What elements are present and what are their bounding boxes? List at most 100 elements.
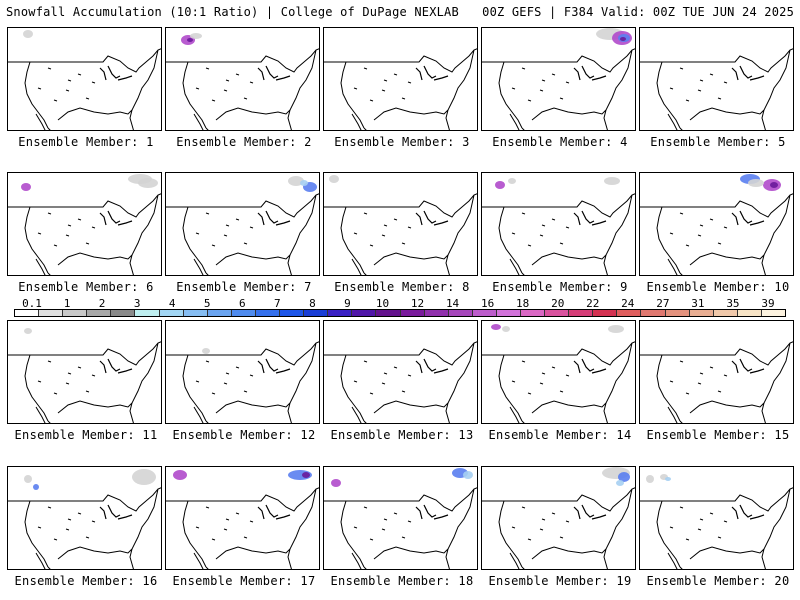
snowfall-area xyxy=(495,181,505,189)
ensemble-member-label: Ensemble Member: 13 xyxy=(330,428,474,442)
colorbar-swatch xyxy=(424,310,449,316)
snowfall-area xyxy=(187,38,193,42)
snowfall-area xyxy=(463,471,473,479)
snowfall-area xyxy=(618,472,630,482)
colorbar-swatch xyxy=(520,310,546,316)
colorbar-swatch xyxy=(400,310,425,316)
ensemble-panel xyxy=(639,466,794,570)
ensemble-member-label: Ensemble Member: 16 xyxy=(14,574,158,588)
colorbar-swatch xyxy=(689,310,714,316)
base-map xyxy=(482,28,635,130)
colorbar-swatch xyxy=(231,310,256,316)
ensemble-panel xyxy=(639,27,794,131)
ensemble-member-label: Ensemble Member: 3 xyxy=(334,135,470,149)
snowfall-area xyxy=(288,176,304,186)
snowfall-area xyxy=(665,477,671,481)
ensemble-member-label: Ensemble Member: 15 xyxy=(646,428,790,442)
ensemble-panel xyxy=(7,27,162,131)
base-map xyxy=(324,341,477,423)
ensemble-member-label: Ensemble Member: 2 xyxy=(176,135,312,149)
ensemble-member-label: Ensemble Member: 19 xyxy=(488,574,632,588)
model-run-info: 00Z GEFS | F384 Valid: 00Z TUE JUN 24 20… xyxy=(482,5,794,19)
ensemble-panel xyxy=(165,27,320,131)
snowfall-area xyxy=(508,178,516,184)
colorbar-swatch xyxy=(304,310,329,316)
colorbar-tick-label: 9 xyxy=(344,297,351,310)
snowfall-area xyxy=(23,30,33,38)
snowfall-area xyxy=(329,175,339,183)
ensemble-member-label: Ensemble Member: 1 xyxy=(18,135,154,149)
base-map xyxy=(166,470,319,569)
base-map xyxy=(8,328,161,423)
colorbar-tick-label: 31 xyxy=(691,297,705,310)
base-map xyxy=(8,174,161,275)
colorbar-swatch xyxy=(376,310,401,316)
ensemble-panel xyxy=(323,320,478,424)
snowfall-area xyxy=(302,472,310,478)
base-map xyxy=(482,324,635,423)
snowfall-area xyxy=(770,182,778,188)
ensemble-member-label: Ensemble Member: 7 xyxy=(176,280,312,294)
colorbar-swatch xyxy=(641,310,666,316)
colorbar-swatch xyxy=(737,310,762,316)
ensemble-panel xyxy=(481,172,636,276)
snowfall-area xyxy=(604,177,620,185)
base-map xyxy=(166,341,319,423)
colorbar-swatch xyxy=(255,310,281,316)
colorbar-tick-label: 8 xyxy=(309,297,316,310)
colorbar-swatch xyxy=(135,310,160,316)
colorbar-tick-label: 39 xyxy=(761,297,775,310)
colorbar-swatch xyxy=(280,310,305,316)
ensemble-member-label: Ensemble Member: 12 xyxy=(172,428,316,442)
colorbar-swatch xyxy=(545,310,570,316)
snowfall-area xyxy=(24,328,32,334)
snowfall-area xyxy=(21,183,31,191)
colorbar-swatch xyxy=(761,310,785,316)
snowfall-area xyxy=(748,179,764,187)
base-map xyxy=(482,177,635,275)
ensemble-member-label: Ensemble Member: 11 xyxy=(14,428,158,442)
ensemble-member-label: Ensemble Member: 4 xyxy=(492,135,628,149)
snowfall-area xyxy=(491,324,501,330)
snowfall-area xyxy=(502,326,510,332)
ensemble-panel xyxy=(323,172,478,276)
ensemble-panel xyxy=(323,466,478,570)
colorbar-tick-label: 22 xyxy=(586,297,600,310)
colorbar-tick-label: 4 xyxy=(168,297,176,310)
colorbar-swatch xyxy=(159,310,184,316)
base-map xyxy=(324,175,477,275)
colorbar-swatch xyxy=(63,310,88,316)
base-map xyxy=(166,33,319,130)
colorbar-tick-label: 1 xyxy=(63,297,71,310)
base-map xyxy=(324,48,477,130)
colorbar-swatch xyxy=(111,310,136,316)
ensemble-panel xyxy=(7,172,162,276)
colorbar-swatch xyxy=(207,310,232,316)
base-map xyxy=(640,341,793,423)
colorbar-tick-label: 24 xyxy=(621,297,635,310)
base-map xyxy=(482,467,635,569)
base-map xyxy=(324,468,477,569)
ensemble-panel xyxy=(165,320,320,424)
colorbar-swatch xyxy=(496,310,521,316)
snowfall-area xyxy=(608,325,624,333)
ensemble-member-label: Ensemble Member: 20 xyxy=(646,574,790,588)
base-map xyxy=(8,469,161,569)
colorbar-swatch xyxy=(328,310,353,316)
colorbar-tick-label: 5 xyxy=(203,297,211,310)
colorbar-swatch xyxy=(593,310,618,316)
colorbar-swatch xyxy=(665,310,690,316)
snowfall-area xyxy=(132,469,156,485)
ensemble-panel xyxy=(481,320,636,424)
colorbar-swatch xyxy=(39,310,64,316)
ensemble-member-label: Ensemble Member: 6 xyxy=(18,280,154,294)
colorbar-tick-label: 2 xyxy=(98,297,106,310)
colorbar-swatch xyxy=(183,310,208,316)
snowfall-area xyxy=(202,348,210,354)
colorbar-tick-label: 0.1 xyxy=(22,297,42,310)
snowfall-area xyxy=(138,178,158,188)
colorbar-swatch xyxy=(448,310,473,316)
colorbar-tick-label: 20 xyxy=(551,297,565,310)
colorbar-tick-label: 27 xyxy=(656,297,670,310)
snowfall-area xyxy=(173,470,187,480)
